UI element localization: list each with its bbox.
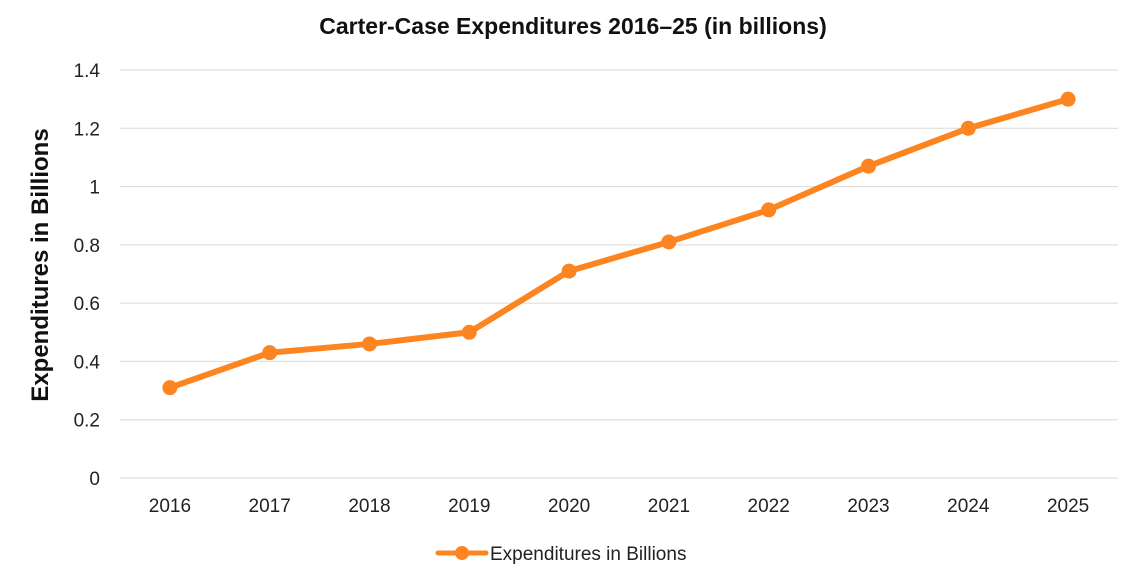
x-tick-label: 2020 (548, 496, 590, 517)
data-point-2025 (1060, 91, 1076, 107)
x-axis-ticks: 2016 2017 2018 2019 2020 2021 2022 2023 2024 2025 (149, 496, 1089, 517)
data-point-2021 (661, 234, 677, 250)
x-tick-label: 2016 (149, 496, 191, 517)
data-point-2020 (561, 263, 577, 279)
y-tick-label: 1.2 (74, 119, 100, 140)
data-point-2019 (461, 324, 477, 340)
x-tick-label: 2025 (1047, 496, 1089, 517)
data-point-2024 (960, 120, 976, 136)
x-tick-label: 2021 (648, 496, 690, 517)
y-tick-label: 0.4 (74, 352, 101, 373)
series-expenditures (162, 91, 1076, 396)
y-tick-label: 1.4 (74, 61, 101, 82)
y-axis-ticks: 0 0.2 0.4 0.6 0.8 1 1.2 1.4 (74, 61, 101, 490)
x-tick-label: 2024 (947, 496, 990, 517)
y-tick-label: 0.8 (74, 236, 100, 257)
data-point-2018 (362, 336, 377, 352)
y-tick-label: 1 (89, 178, 100, 199)
x-tick-label: 2023 (847, 496, 889, 517)
data-point-2017 (262, 345, 278, 361)
y-tick-label: 0 (89, 469, 100, 490)
data-point-2022 (761, 202, 777, 218)
x-tick-label: 2019 (448, 496, 490, 517)
x-tick-label: 2018 (348, 496, 390, 517)
y-tick-label: 0.2 (74, 411, 100, 432)
legend-label: Expenditures in Billions (490, 544, 686, 565)
series-line (166, 96, 1072, 391)
x-tick-label: 2022 (748, 496, 790, 517)
legend: Expenditures in Billions (435, 544, 686, 565)
gridlines (120, 69, 1118, 479)
y-tick-label: 0.6 (74, 294, 100, 315)
x-tick-label: 2017 (249, 496, 291, 517)
y-axis-label: Expenditures in Billions (27, 128, 54, 401)
data-point-2016 (162, 380, 178, 396)
data-point-2023 (861, 158, 876, 174)
legend-marker (455, 546, 469, 560)
chart-title: Carter-Case Expenditures 2016–25 (in bil… (319, 13, 826, 39)
